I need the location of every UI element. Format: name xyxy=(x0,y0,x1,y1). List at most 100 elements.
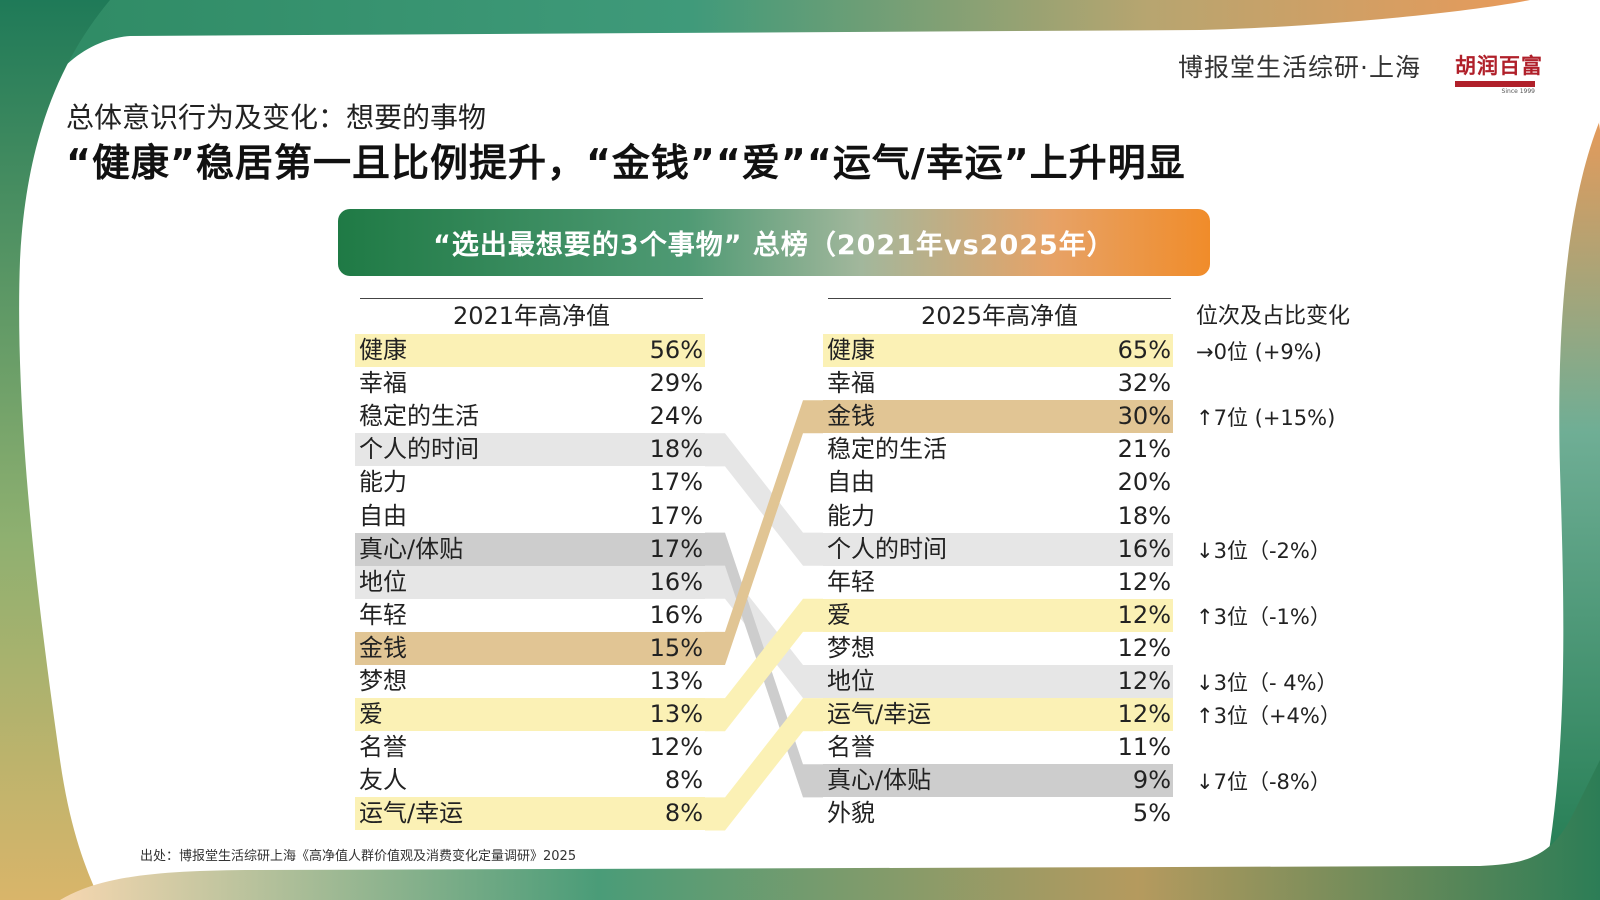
rank-change: ↓3位（- 4%） xyxy=(1196,671,1338,695)
item-value: 13% xyxy=(649,667,703,695)
rank-row: 地位 16% xyxy=(355,565,705,599)
rank-link-luck xyxy=(705,698,823,831)
item-label: 爱 xyxy=(359,700,383,729)
rank-row: 健康 65% xyxy=(823,334,1173,367)
item-label: 运气/幸运 xyxy=(827,700,932,729)
rank-row: 名誉 12% xyxy=(355,731,705,764)
source-note: 出处：博报堂生活综研上海《高净值人群价值观及消费变化定量调研》2025 xyxy=(140,849,577,864)
item-label: 梦想 xyxy=(359,667,407,695)
item-label: 金钱 xyxy=(359,633,407,662)
item-label: 年轻 xyxy=(359,600,407,629)
item-value: 15% xyxy=(649,633,703,662)
chart-banner: “选出最想要的3个事物” 总榜（2021年vs2025年） xyxy=(338,209,1210,276)
item-label: 个人的时间 xyxy=(827,534,947,563)
rank-row: 爱 12% xyxy=(823,598,1173,632)
headline: “健康”稳居第一且比例提升，“金钱”“爱”“运气/幸运”上升明显 xyxy=(66,141,1186,185)
rank-row: 真心/体贴 17% xyxy=(355,532,705,566)
item-value: 29% xyxy=(649,369,703,398)
rank-change: →0位 (+9%) xyxy=(1196,340,1322,364)
item-label: 自由 xyxy=(827,468,875,497)
rank-row: 健康 56% xyxy=(355,334,705,367)
rank-row: 个人的时间 18% xyxy=(355,433,705,467)
subtitle: 总体意识行为及变化：想要的事物 xyxy=(66,101,487,134)
change-title: 位次及占比变化 xyxy=(1196,304,1351,329)
rank-change: ↑3位（+4%） xyxy=(1196,704,1341,729)
rank-row: 金钱 30% xyxy=(823,400,1173,434)
logo-since: Since 1999 xyxy=(1501,88,1535,95)
item-label: 幸福 xyxy=(827,369,875,398)
item-value: 24% xyxy=(649,402,703,431)
item-value: 11% xyxy=(1117,733,1171,762)
item-value: 8% xyxy=(664,799,703,828)
item-label: 稳定的生活 xyxy=(827,435,947,464)
rank-row: 梦想 13% xyxy=(355,665,705,698)
item-value: 17% xyxy=(649,468,703,497)
item-label: 能力 xyxy=(827,501,875,530)
rank-row: 幸福 29% xyxy=(355,367,705,400)
column-header-2025: 2025年高净值 xyxy=(828,298,1171,335)
rank-row: 年轻 16% xyxy=(355,599,705,632)
item-label: 个人的时间 xyxy=(359,435,479,464)
item-label: 运气/幸运 xyxy=(359,799,464,828)
item-label: 真心/体贴 xyxy=(827,766,932,795)
item-value: 32% xyxy=(1117,369,1171,398)
rank-change: ↑7位 (+15%) xyxy=(1196,406,1336,431)
rank-row: 能力 17% xyxy=(355,466,705,499)
rank-row: 年轻 12% xyxy=(823,566,1173,599)
item-label: 名誉 xyxy=(359,733,407,762)
item-label: 健康 xyxy=(359,336,407,364)
item-value: 18% xyxy=(649,435,703,464)
logo-text: 胡润百富 xyxy=(1455,54,1543,78)
item-label: 金钱 xyxy=(827,402,875,431)
item-value: 12% xyxy=(1117,600,1171,629)
rank-row: 自由 17% xyxy=(355,500,705,533)
item-value: 9% xyxy=(1132,766,1171,795)
item-value: 65% xyxy=(1117,336,1171,364)
rank-change: ↑3位（-1%） xyxy=(1196,604,1331,629)
rank-row: 梦想 12% xyxy=(823,632,1173,665)
item-value: 12% xyxy=(1117,633,1171,662)
rank-row: 运气/幸运 8% xyxy=(355,797,705,831)
rank-link-status xyxy=(705,565,823,699)
item-value: 5% xyxy=(1132,799,1171,828)
item-value: 8% xyxy=(664,766,703,795)
rank-row: 真心/体贴 9% xyxy=(823,764,1173,798)
item-value: 18% xyxy=(1117,501,1171,530)
item-label: 梦想 xyxy=(827,633,875,662)
item-value: 20% xyxy=(1117,468,1171,497)
rank-row: 外貌 5% xyxy=(823,797,1173,830)
rank-row: 幸福 32% xyxy=(823,367,1173,400)
rank-row: 地位 12% xyxy=(823,665,1173,698)
rank-row: 稳定的生活 21% xyxy=(823,433,1173,466)
rank-row: 能力 18% xyxy=(823,500,1173,533)
rank-row: 金钱 15% xyxy=(355,631,705,665)
item-value: 17% xyxy=(649,534,703,563)
rank-change: ↓7位（-8%） xyxy=(1196,770,1331,795)
item-value: 16% xyxy=(649,600,703,629)
item-label: 幸福 xyxy=(359,369,407,398)
item-value: 56% xyxy=(649,336,703,364)
item-value: 12% xyxy=(1117,567,1171,596)
rank-link-love xyxy=(705,598,823,732)
banner-text: “选出最想要的3个事物” 总榜（2021年vs2025年） xyxy=(433,230,1115,261)
column-header-2021: 2021年高净值 xyxy=(360,298,703,335)
item-label: 真心/体贴 xyxy=(359,534,464,563)
logo-bar xyxy=(1455,81,1535,87)
rank-row: 友人 8% xyxy=(355,764,705,797)
rank-link-money xyxy=(705,400,823,665)
item-label: 自由 xyxy=(359,501,407,530)
item-value: 12% xyxy=(649,733,703,762)
item-value: 13% xyxy=(649,700,703,729)
item-value: 21% xyxy=(1117,435,1171,464)
item-label: 友人 xyxy=(359,766,407,795)
item-label: 名誉 xyxy=(827,733,875,762)
item-label: 外貌 xyxy=(827,799,875,828)
rank-row: 运气/幸运 12% xyxy=(823,698,1173,732)
item-label: 地位 xyxy=(827,667,875,695)
rank-change: ↓3位（-2%） xyxy=(1196,538,1331,563)
item-value: 30% xyxy=(1117,402,1171,431)
item-value: 17% xyxy=(649,501,703,530)
rank-link-time xyxy=(705,433,823,566)
rank-row: 个人的时间 16% xyxy=(823,532,1173,566)
